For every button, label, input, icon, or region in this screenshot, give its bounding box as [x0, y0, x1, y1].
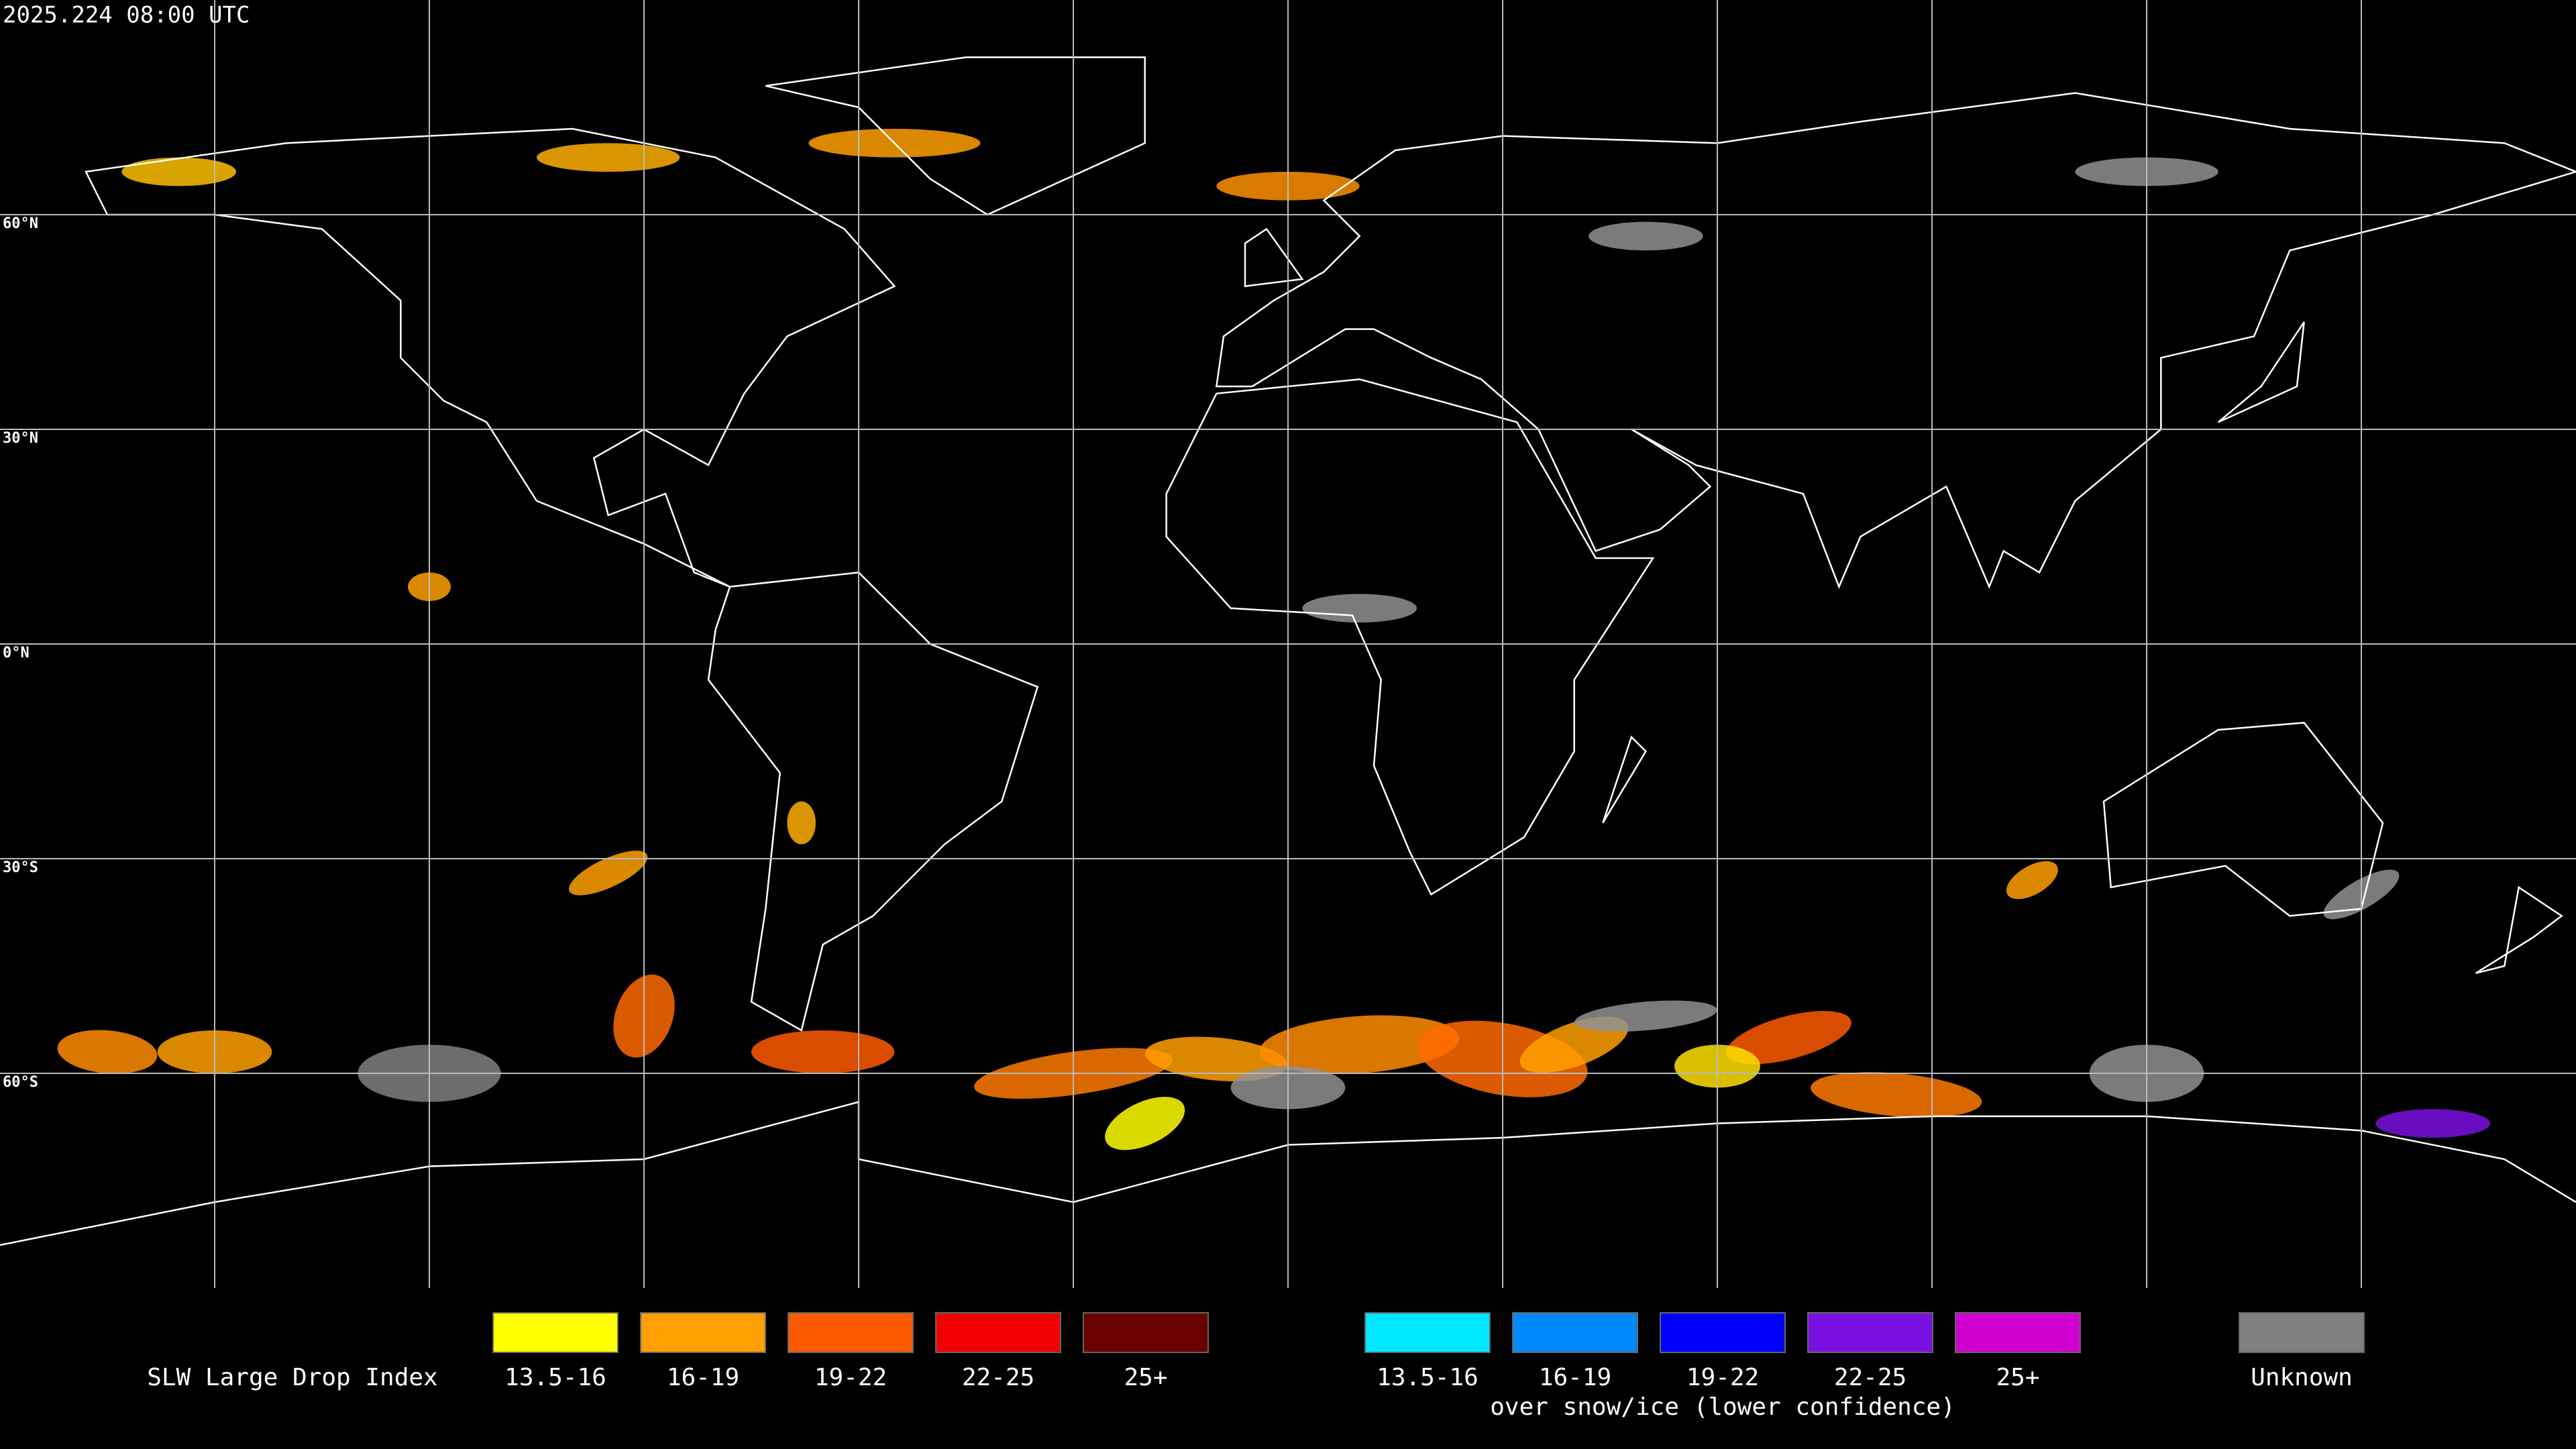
legend-label: 22-25	[1834, 1364, 1907, 1391]
latitude-label: 60°S	[3, 1074, 38, 1091]
cloud-patch	[1726, 1011, 1851, 1065]
legend-swatch	[1364, 1312, 1491, 1353]
cloud-patch	[2375, 1109, 2491, 1138]
cloud-patch	[1105, 1097, 1185, 1150]
graticule: 60°N 30°N 0°N 30°S 60°S	[0, 0, 2576, 1288]
legend-label: 16-19	[1539, 1364, 1611, 1391]
latitude-label: 0°N	[3, 645, 30, 661]
legend-swatch	[935, 1312, 1061, 1353]
coastline	[707, 572, 1039, 1032]
legend-label: 25+	[1124, 1364, 1167, 1391]
cloud-patch	[1259, 1015, 1460, 1075]
legend-swatch	[1955, 1312, 2081, 1353]
coastline	[1602, 735, 1647, 824]
coastline	[2475, 885, 2563, 974]
legend-label: 19-22	[814, 1364, 887, 1391]
cloud-patch	[1145, 1036, 1288, 1081]
coastline	[2217, 321, 2305, 423]
cloud-patch	[1574, 1000, 1717, 1032]
legend-swatch	[1807, 1312, 1933, 1353]
cloud-patch	[537, 143, 680, 172]
cloud-patch	[751, 1030, 895, 1073]
legend-caption: over snow/ice (lower confidence)	[1490, 1393, 1955, 1421]
legend-swatch	[2239, 1312, 2365, 1353]
cloud-patch	[787, 801, 816, 845]
coastline	[85, 127, 896, 588]
legend-label: 16-19	[667, 1364, 739, 1391]
latitude-label: 30°S	[3, 859, 38, 876]
latitude-label: 30°N	[3, 430, 38, 447]
legend-label: 13.5-16	[1377, 1364, 1479, 1391]
legend-swatch	[492, 1312, 619, 1353]
cloud-patch	[1589, 221, 1703, 251]
coastline	[1244, 227, 1304, 288]
legend-swatch	[640, 1312, 766, 1353]
legend-swatch	[1512, 1312, 1638, 1353]
legend: 13.5-16 16-19 19-22 22-25 25+ 13.5-16 16-19 19-…	[492, 1312, 2365, 1421]
legend-swatch	[1083, 1312, 1209, 1353]
cloud-patch	[2006, 861, 2058, 900]
timestamp: 2025.224 08:00 UTC	[3, 2, 250, 29]
cloud-patch	[57, 1030, 158, 1074]
legend-label: 25+	[1996, 1364, 2039, 1391]
legend-label: 13.5-16	[504, 1364, 606, 1391]
coastline	[1165, 378, 1655, 896]
legend-label: 22-25	[962, 1364, 1034, 1391]
cloud-patch	[568, 851, 648, 896]
legend-title: SLW Large Drop Index	[147, 1364, 437, 1391]
legend-swatch	[1660, 1312, 1786, 1353]
coastline	[1215, 92, 2576, 589]
cloud-patch	[1811, 1072, 1982, 1118]
latitude-label: 60°N	[3, 215, 38, 232]
coastline	[765, 56, 1146, 216]
legend-swatch	[788, 1312, 914, 1353]
legend-label: 19-22	[1686, 1364, 1759, 1391]
cloud-patch	[1302, 594, 1417, 623]
cloud-patch	[121, 157, 236, 186]
legend-label: Unknown	[2251, 1364, 2353, 1391]
